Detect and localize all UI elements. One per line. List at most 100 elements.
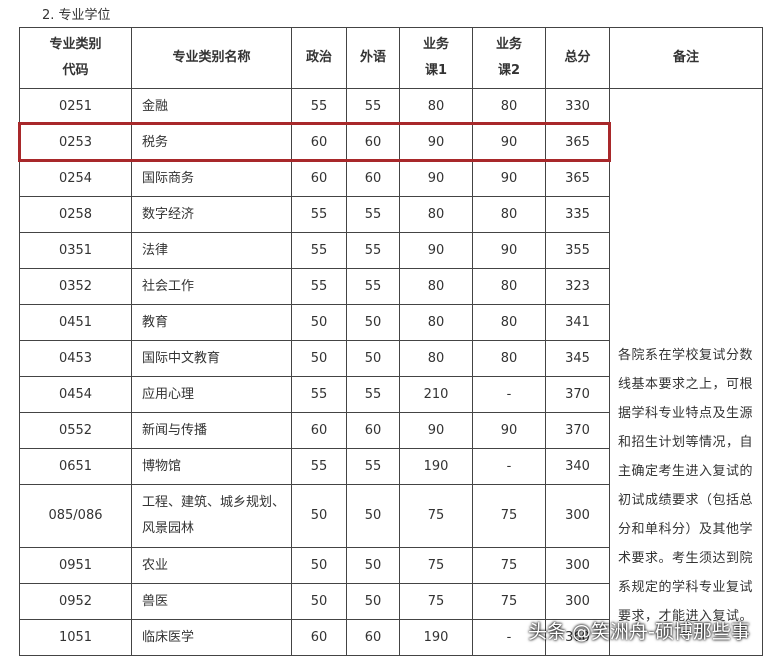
table-cell: 55: [346, 232, 400, 269]
table-cell: 博物馆: [131, 448, 292, 485]
table-cell: 55: [291, 232, 347, 269]
table-cell: 新闻与传播: [131, 412, 292, 449]
table-row: 0251 金融 55 55 80 80 330 各院系在学校复试分数线基本要求之上，可根据学科…: [19, 88, 763, 656]
table-cell: 370: [545, 412, 610, 449]
table-cell: 临床医学: [131, 619, 292, 656]
table-body: 0251 金融 55 55 80 80 330 各院系在学校复试分数线基本要求之上，可根据学科…: [19, 88, 763, 656]
table-cell: 50: [346, 304, 400, 341]
header-line: 备注: [672, 50, 699, 65]
table-cell: 365: [545, 160, 610, 197]
table-cell: 60: [291, 124, 347, 161]
score-table: 专业类别 代码 专业类别名称 政治 外语 业务 课1 业务 课2 总分 备注 0251 金融 55 55 8…: [19, 27, 763, 656]
table-cell: 90: [399, 160, 473, 197]
table-cell: 90: [472, 232, 546, 269]
table-cell: 75: [399, 484, 473, 548]
header-cell: 专业类别 代码: [19, 27, 132, 89]
table-cell: 335: [545, 196, 610, 233]
table-row: 0552 新闻与传播 60 60 90 90 370: [19, 412, 763, 449]
header-line: 专业类别: [49, 37, 102, 52]
table-cell: 75: [472, 547, 546, 584]
table-cell: 50: [291, 304, 347, 341]
section-title: 2. 专业学位: [42, 8, 111, 23]
table-row: 1051 临床医学 60 60 190-360: [19, 619, 763, 656]
header-line: 总分: [564, 50, 591, 65]
header-cell: 专业类别名称: [131, 27, 292, 89]
table-cell: 360: [545, 619, 610, 656]
table-cell: 60: [291, 160, 347, 197]
table-row: 0254 国际商务 60 60 90 90 365: [19, 160, 763, 197]
table-cell: 90: [472, 412, 546, 449]
table-row: 0258 数字经济 55 55 80 80 335: [19, 196, 763, 233]
table-cell: 75: [399, 547, 473, 584]
table-cell: 税务: [131, 124, 292, 161]
table-cell: 0351: [19, 232, 132, 269]
table-cell: 50: [346, 583, 400, 620]
table-cell: 80: [472, 268, 546, 305]
watermark: 头条 @笑洲舟-硕博那些事: [528, 621, 750, 643]
table-cell: 355: [545, 232, 610, 269]
table-cell: 55: [346, 88, 400, 125]
table-row: 0451 教育 50 50 80 80 341: [19, 304, 763, 341]
table-row: 0951 农业 50 50 75 75 300: [19, 547, 763, 584]
table-cell: 75: [472, 583, 546, 620]
table-cell: 80: [399, 268, 473, 305]
table-cell: 60: [346, 412, 400, 449]
table-cell: 55: [291, 88, 347, 125]
table-cell: -: [472, 376, 546, 413]
table-cell: 55: [291, 376, 347, 413]
table-cell: 80: [399, 196, 473, 233]
table-cell: 0453: [19, 340, 132, 377]
header-row: 专业类别 代码 专业类别名称 政治 外语 业务 课1 业务 课2 总分 备注: [19, 27, 763, 89]
header-line: 代码: [62, 63, 89, 78]
table-cell: 55: [291, 196, 347, 233]
table-cell: 300: [545, 484, 610, 548]
table-cell: 55: [291, 448, 347, 485]
remark-cell: 各院系在学校复试分数线基本要求之上，可根据学科专业特点及生源和招生计划等情况，自…: [609, 88, 763, 656]
table-cell: 300: [545, 583, 610, 620]
table-cell: 0952: [19, 583, 132, 620]
table-cell: 0251: [19, 88, 132, 125]
table-cell: 社会工作: [131, 268, 292, 305]
table-cell: 340: [545, 448, 610, 485]
header-line: 专业类别名称: [172, 50, 251, 65]
table-cell: 60: [291, 412, 347, 449]
table-cell: 法律: [131, 232, 292, 269]
header-cell: 业务课1: [399, 27, 473, 89]
table-cell: -: [472, 448, 546, 485]
table-cell: 341: [545, 304, 610, 341]
table-cell: 0454: [19, 376, 132, 413]
table-cell: 1051: [19, 619, 132, 656]
table-cell: 80: [472, 340, 546, 377]
table-cell: 0451: [19, 304, 132, 341]
header-line: 课1: [424, 63, 448, 78]
table-cell: 50: [346, 547, 400, 584]
table-cell: 数字经济: [131, 196, 292, 233]
table-cell: 50: [291, 340, 347, 377]
table-row: 0651 博物馆 55 55 190-340: [19, 448, 763, 485]
highlight-box: [18, 122, 611, 162]
table-cell: 金融: [131, 88, 292, 125]
table-cell: 0352: [19, 268, 132, 305]
table-row: 0352 社会工作 55 55 80 80 323: [19, 268, 763, 305]
table-cell: 55: [291, 268, 347, 305]
table-cell: 50: [346, 340, 400, 377]
table-cell: 370: [545, 376, 610, 413]
header-line: 政治: [305, 50, 332, 65]
table-cell: 工程、建筑、城乡规划、风景园林: [131, 484, 292, 548]
header-line: 业务: [422, 37, 449, 52]
table-cell: 210: [399, 376, 473, 413]
table-cell: 国际商务: [131, 160, 292, 197]
table-cell: 兽医: [131, 583, 292, 620]
table-cell: 80: [472, 196, 546, 233]
table-cell: 50: [291, 484, 347, 548]
table-cell: 323: [545, 268, 610, 305]
table-cell: 55: [346, 376, 400, 413]
header-cell: 外语: [346, 27, 400, 89]
table-cell: 教育: [131, 304, 292, 341]
table-row: 0253 税务 60 60 90 90 365: [19, 124, 763, 161]
header-cell: 业务 课2: [472, 27, 546, 89]
table-cell: 60: [291, 619, 347, 656]
table-cell: 90: [399, 412, 473, 449]
header-line: 外语: [359, 50, 386, 65]
